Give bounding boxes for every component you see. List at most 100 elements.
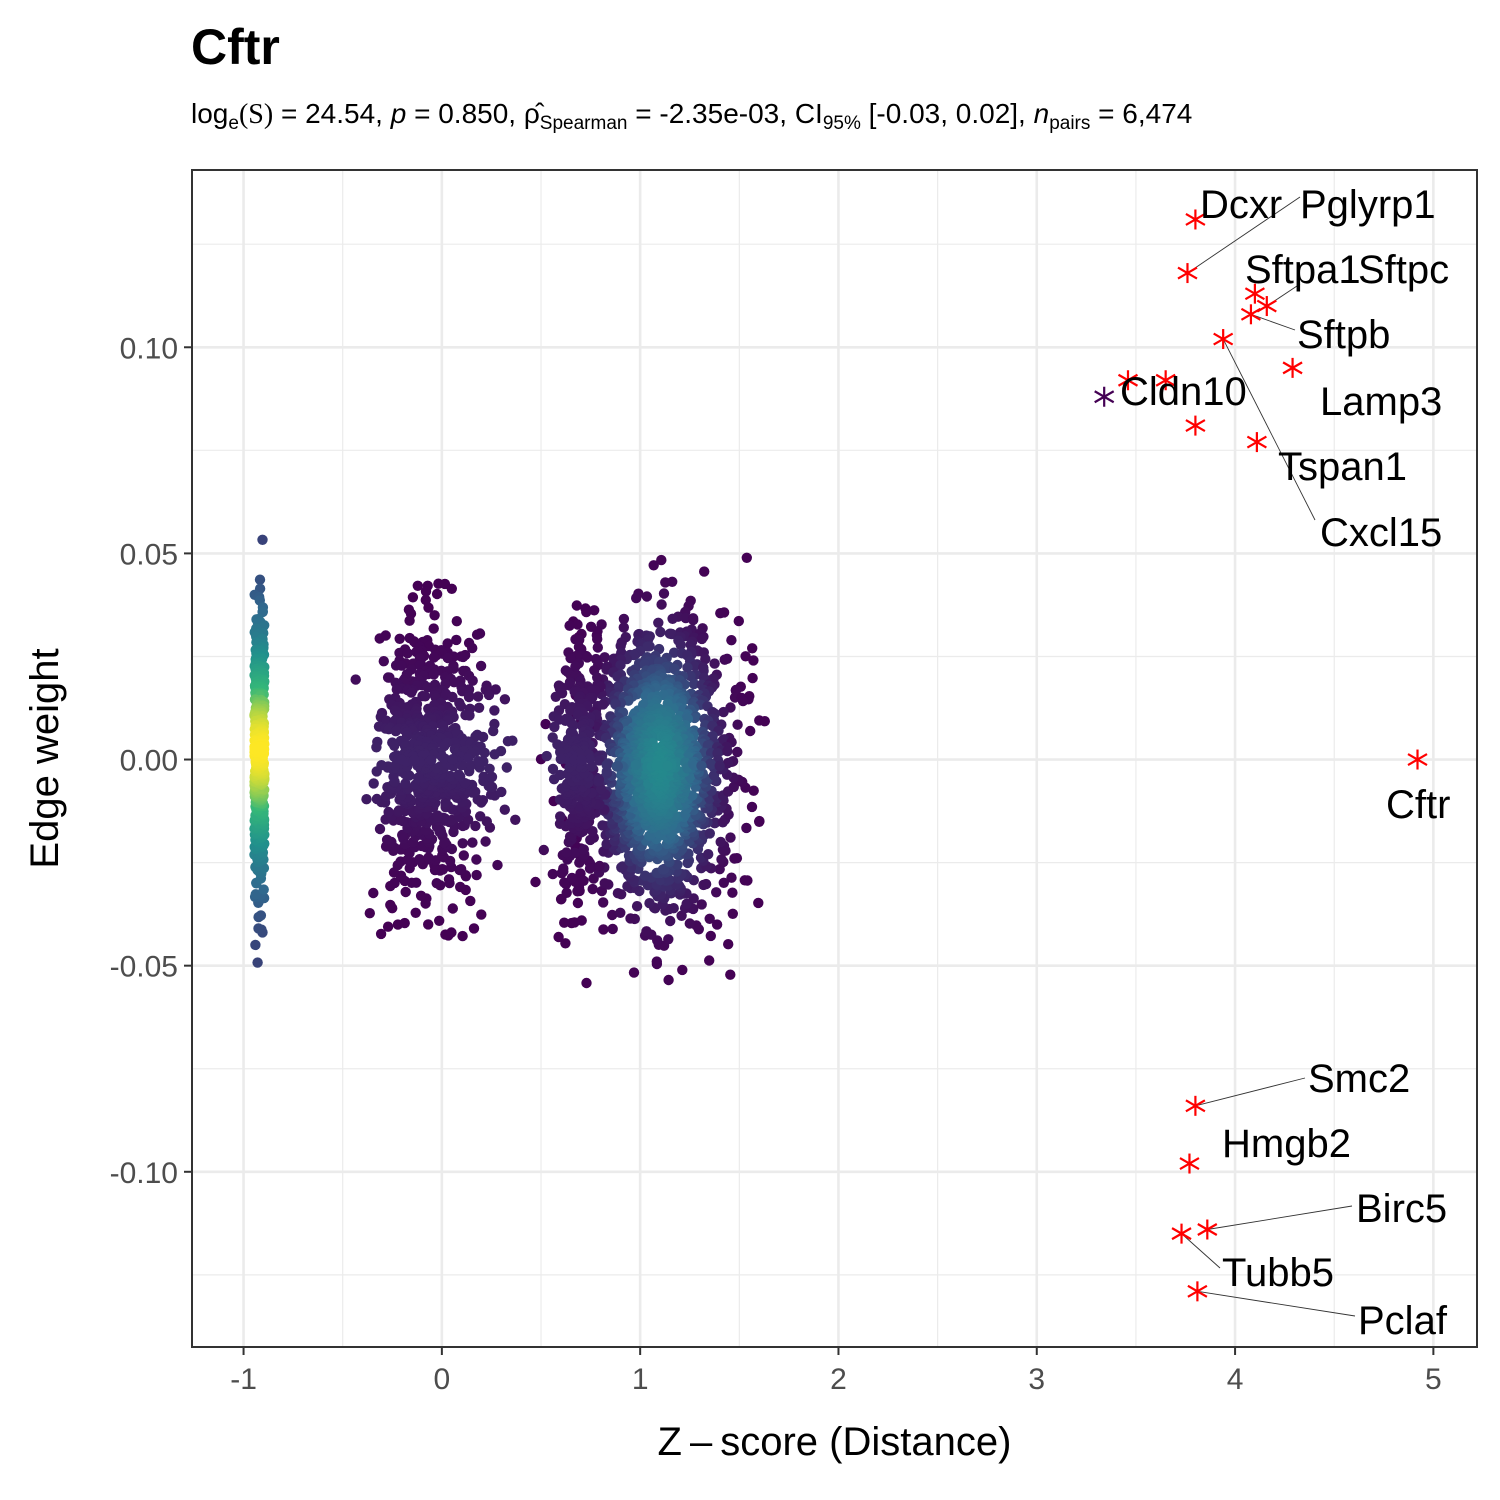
data-point [479,747,490,758]
asterisk-stroke [1282,361,1303,375]
data-point [463,691,475,703]
asterisk-stroke [1094,390,1115,404]
data-point [457,651,469,663]
asterisk-point [1187,1281,1208,1302]
data-point [665,915,676,927]
data-point [684,918,695,929]
data-point [718,706,729,718]
data-point [468,923,480,934]
data-point [658,588,670,599]
data-point [547,868,558,880]
data-point [371,742,382,753]
data-point [467,642,478,654]
data-point [447,754,458,765]
data-point [572,897,584,909]
data-point [455,881,466,893]
data-point [565,705,576,716]
data-point [598,924,609,935]
gene-label: Sftpb [1297,313,1390,357]
asterisk-point [1117,370,1139,391]
gene-label: Dcxr [1200,183,1282,227]
data-point [639,870,651,881]
data-point [582,652,593,663]
asterisk-stroke [1185,213,1206,226]
asterisk-point [1282,357,1303,378]
y-tick-label: 0.00 [120,745,178,778]
asterisk-stroke [1185,419,1206,433]
data-point [716,854,727,865]
subtitle-rho-sub: Spearman [539,113,628,134]
data-point [560,938,571,949]
data-point [723,939,734,950]
gene-label: Birc5 [1356,1187,1447,1231]
data-point [420,691,431,702]
data-point [457,930,468,942]
data-point [477,731,489,743]
subtitle-p-label: p [390,98,407,129]
asterisk-point [1094,386,1115,407]
data-point [601,759,612,771]
data-point [578,875,589,886]
data-point [587,826,598,837]
data-point [715,608,726,619]
data-point [485,789,497,800]
subtitle-s-label: (S) [238,99,274,130]
subtitle-ci-value: [-0.03, 0.02], [860,98,1034,129]
data-point [558,863,569,874]
data-point [685,670,696,682]
subtitle-n-value: = 6,474 [1090,98,1193,129]
asterisk-point [1246,432,1267,453]
gene-label: Sftpc [1358,248,1449,292]
asterisk-stroke [1117,373,1139,387]
data-point [704,828,715,839]
asterisk-point [1179,1153,1200,1174]
data-point [257,534,268,545]
data-point [593,774,605,785]
data-point [599,878,610,889]
data-point [409,754,420,765]
data-point [648,560,659,571]
data-point [675,639,686,651]
data-point [400,778,411,789]
data-point [572,619,583,630]
data-point [423,919,434,930]
data-point [255,910,267,921]
x-tick-label: 5 [1425,1363,1442,1396]
data-point [565,653,576,664]
data-point [644,898,655,909]
data-point [667,613,678,624]
data-point [547,763,559,775]
data-point [615,907,626,918]
data-point [407,592,419,603]
y-tick-label: 0.10 [120,332,178,365]
data-point [381,834,393,845]
asterisk-stroke [1187,1284,1208,1298]
data-point [553,931,564,943]
subtitle-n-label: n [1033,98,1050,129]
data-point [631,901,643,912]
data-point [400,886,411,898]
data-point [414,854,425,865]
data-point [368,778,379,789]
gene-label: Cftr [1386,783,1450,827]
data-point [406,687,417,698]
data-point [597,699,609,710]
data-point [561,887,572,898]
data-point [489,749,500,760]
data-point [748,785,759,796]
data-point [699,566,710,577]
data-point [618,613,630,625]
asterisk-point [1407,749,1428,770]
axes: -1 0 1 2 3 4 5 -0.10 -0.05 0.00 0.05 0.10 [110,332,1442,1396]
data-point [704,955,715,966]
data-point [394,633,405,644]
data-point [446,927,457,938]
data-point [688,678,700,690]
y-tick-label: 0.05 [120,538,178,571]
data-point [423,602,434,613]
data-point [668,903,679,914]
data-point [615,659,626,671]
data-point [437,864,448,875]
data-point [258,884,269,895]
data-point [599,652,610,663]
